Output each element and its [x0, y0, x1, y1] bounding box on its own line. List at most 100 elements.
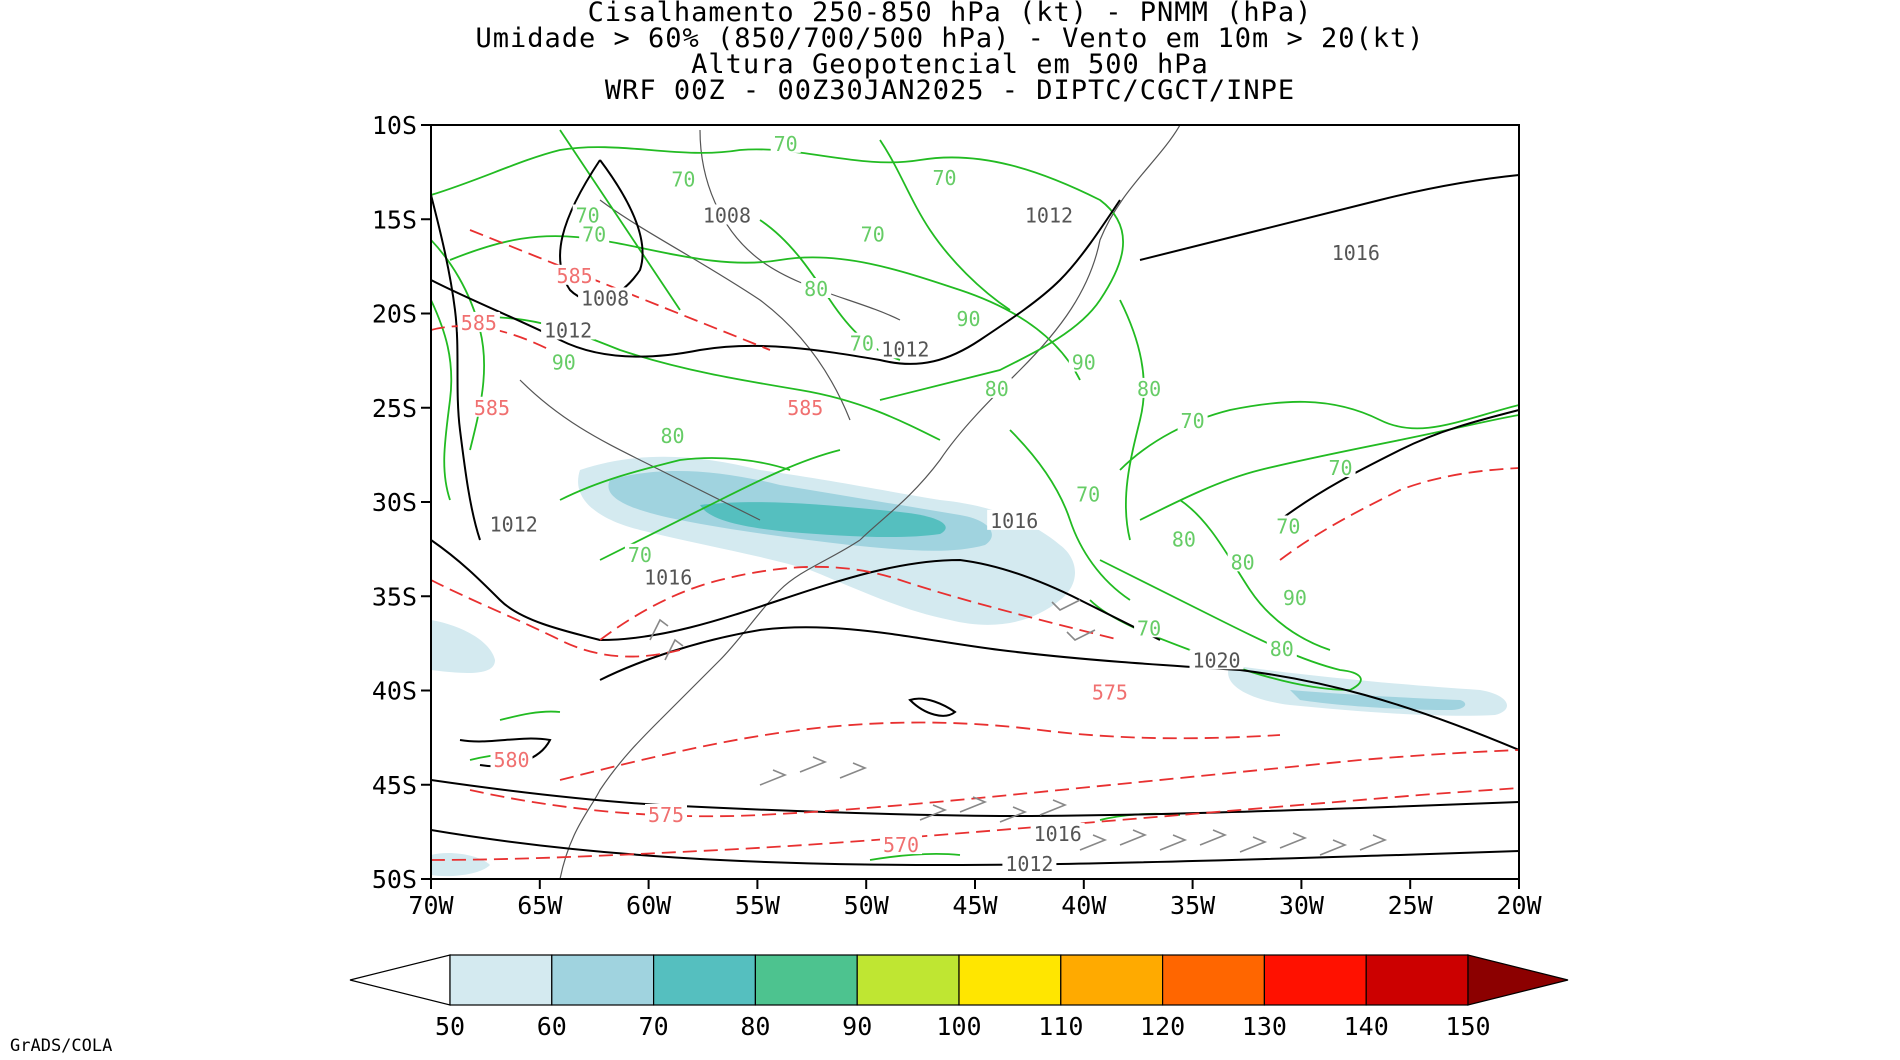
pressure-contour-label-bg	[1030, 822, 1085, 843]
geopotential-contour-label: 580	[493, 748, 529, 772]
geopotential-contour-label: 575	[1092, 680, 1128, 704]
lon-tick-label: 65W	[517, 891, 563, 920]
humidity-contour-label: 70	[932, 166, 956, 190]
title-line-1: Cisalhamento 250-850 hPa (kt) - PNMM (hP…	[587, 0, 1313, 28]
pressure-contour-label-bg	[641, 566, 696, 587]
coastline	[519, 125, 1181, 879]
pressure-contour-label: 1016	[1332, 241, 1380, 265]
humidity-contour-label-bg	[1177, 409, 1208, 430]
humidity-contour-label-bg	[1134, 377, 1165, 398]
colorbar-swatch	[856, 954, 960, 1006]
colorbar-swatch	[551, 954, 655, 1006]
humidity-contour-label-bg	[579, 223, 610, 244]
geopotential-contour-label-bg	[470, 396, 513, 417]
colorbar-swatch	[652, 954, 756, 1006]
pressure-contour-label: 1012	[1025, 203, 1073, 227]
humidity-contour-label-bg	[801, 277, 832, 298]
colorbar-swatch	[1365, 954, 1469, 1006]
geopotential-contour-label: 585	[461, 311, 497, 335]
colorbar-label: 110	[1038, 1012, 1083, 1041]
humidity-contour-label: 80	[1137, 377, 1161, 401]
isobar-1016-south	[431, 779, 1519, 818]
humidity-contour-label-bg	[624, 543, 655, 564]
humidity-contour-label: 70	[774, 132, 798, 156]
lon-tick-label: 50W	[844, 891, 890, 920]
geopotential-contour-label: 585	[474, 396, 510, 420]
humidity-contour-label-bg	[953, 308, 984, 329]
humidity-contour-label-bg	[572, 204, 603, 225]
pressure-contour-label: 1012	[881, 337, 929, 361]
latitude-axis: 10S 15S 20S 25S 30S 35S 40S 45S 50S	[372, 111, 431, 894]
isobar-1016-east	[1279, 409, 1519, 521]
lon-tick-label: 20W	[1496, 891, 1542, 920]
pressure-contour-label-bg	[1002, 852, 1057, 873]
humidity-contour-label-bg	[1134, 617, 1165, 638]
colorbar-label: 70	[639, 1012, 669, 1041]
humidity-contour-label-bg	[929, 166, 960, 187]
colorbar-label: 90	[842, 1012, 872, 1041]
lon-tick-label: 25W	[1388, 891, 1434, 920]
colorbar-label: 140	[1344, 1012, 1389, 1041]
isobar-1016-north	[1139, 174, 1519, 261]
pressure-contour-label-bg	[1328, 242, 1383, 263]
humidity-contour-label-bg	[1273, 515, 1304, 536]
title-line-4: WRF 00Z - 00Z30JAN2025 - DIPTC/CGCT/INPE	[604, 75, 1296, 106]
humidity-contour-label: 70	[850, 332, 874, 356]
pressure-contour-label: 1008	[703, 203, 751, 227]
humidity-contour-label-bg	[857, 223, 888, 244]
colorbar-swatch	[1161, 954, 1265, 1006]
colorbar-label: 50	[435, 1012, 465, 1041]
colorbar-swatch	[1060, 954, 1164, 1006]
humidity-contour-label: 80	[1231, 550, 1255, 574]
shear-region-south	[1228, 665, 1507, 716]
humidity-contour-label: 80	[1172, 528, 1196, 552]
humidity-contour-label: 80	[804, 277, 828, 301]
lon-tick-label: 30W	[1279, 891, 1325, 920]
title-line-2: Umidade > 60% (850/700/500 hPa) - Vento …	[475, 23, 1425, 54]
lon-tick-label: 35W	[1170, 891, 1216, 920]
geopotential-contour-label-bg	[553, 264, 596, 285]
lat-tick-label: 50S	[372, 865, 417, 894]
humidity-contour-label-bg	[657, 425, 688, 446]
pressure-contour-label: 1012	[490, 513, 538, 537]
humidity-contour-label: 90	[552, 351, 576, 375]
pressure-contour-label-bg	[541, 319, 596, 340]
colorbar-label: 60	[537, 1012, 567, 1041]
humidity-contour-label: 90	[1283, 586, 1307, 610]
title-line-3: Altura Geopotencial em 500 hPa	[691, 49, 1209, 80]
colorbar-swatch	[449, 954, 553, 1006]
humidity-contour-label: 80	[985, 377, 1009, 401]
isobar-1016-center	[431, 539, 1161, 642]
pressure-contour-label: 1020	[1192, 648, 1240, 672]
isobar-1012-south	[431, 829, 1519, 866]
humidity-contour-label: 80	[660, 424, 684, 448]
lon-tick-label: 45W	[952, 891, 998, 920]
geopotential-contour-label: 585	[557, 264, 593, 288]
isobar-ring	[908, 697, 957, 717]
colorbar-label: 80	[740, 1012, 770, 1041]
colorbar-swatch	[958, 954, 1062, 1006]
humidity-contour-label-bg	[981, 377, 1012, 398]
lon-tick-label: 70W	[408, 891, 454, 920]
geopotential-contour-label-bg	[490, 749, 533, 770]
pressure-contour-label-bg	[987, 509, 1042, 530]
pressure-contour-label: 1016	[644, 565, 692, 589]
pressure-contour-label: 1012	[1005, 852, 1053, 876]
humidity-contour-label: 80	[1270, 637, 1294, 661]
humidity-contour-label: 70	[1181, 409, 1205, 433]
geopotential-contour-label: 575	[648, 803, 684, 827]
colorbar-swatch	[1263, 954, 1367, 1006]
isobar-andes	[431, 194, 481, 541]
geopotential-contour-label-bg	[1088, 681, 1131, 702]
humidity-contour-label: 70	[861, 222, 885, 246]
lat-tick-label: 20S	[372, 300, 417, 329]
lon-tick-label: 60W	[626, 891, 672, 920]
humidity-contour-label: 70	[1329, 456, 1353, 480]
colorbar-over-triangle	[1467, 954, 1569, 1006]
colorbar-swatch	[754, 954, 858, 1006]
humidity-contour-label: 90	[1072, 351, 1096, 375]
lat-tick-label: 15S	[372, 205, 417, 234]
geopotential-contour-label-bg	[457, 311, 500, 332]
humidity-contour-label: 70	[1276, 515, 1300, 539]
humidity-contour-label-bg	[1227, 551, 1258, 572]
